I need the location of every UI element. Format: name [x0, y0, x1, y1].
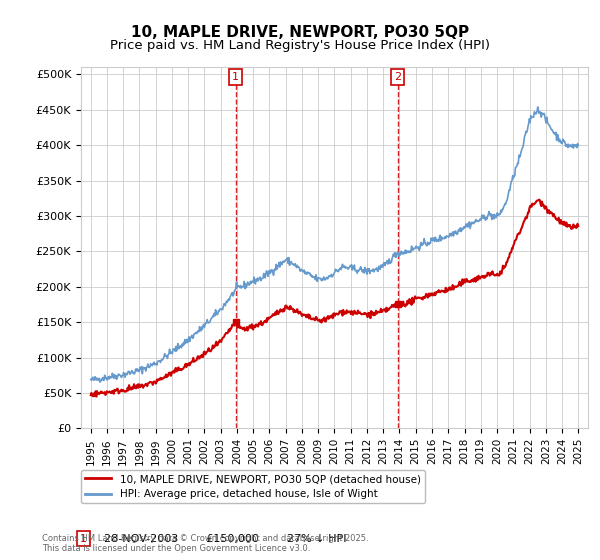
Text: 1: 1: [232, 72, 239, 82]
Text: 28-NOV-2003        £150,000        27% ↓ HPI: 28-NOV-2003 £150,000 27% ↓ HPI: [104, 534, 346, 544]
Text: Price paid vs. HM Land Registry's House Price Index (HPI): Price paid vs. HM Land Registry's House …: [110, 39, 490, 52]
Text: Contains HM Land Registry data © Crown copyright and database right 2025.
This d: Contains HM Land Registry data © Crown c…: [42, 534, 368, 553]
Legend: 10, MAPLE DRIVE, NEWPORT, PO30 5QP (detached house), HPI: Average price, detache: 10, MAPLE DRIVE, NEWPORT, PO30 5QP (deta…: [81, 470, 425, 503]
Text: 2: 2: [394, 72, 401, 82]
Text: 10, MAPLE DRIVE, NEWPORT, PO30 5QP: 10, MAPLE DRIVE, NEWPORT, PO30 5QP: [131, 25, 469, 40]
Text: 1: 1: [80, 534, 87, 544]
